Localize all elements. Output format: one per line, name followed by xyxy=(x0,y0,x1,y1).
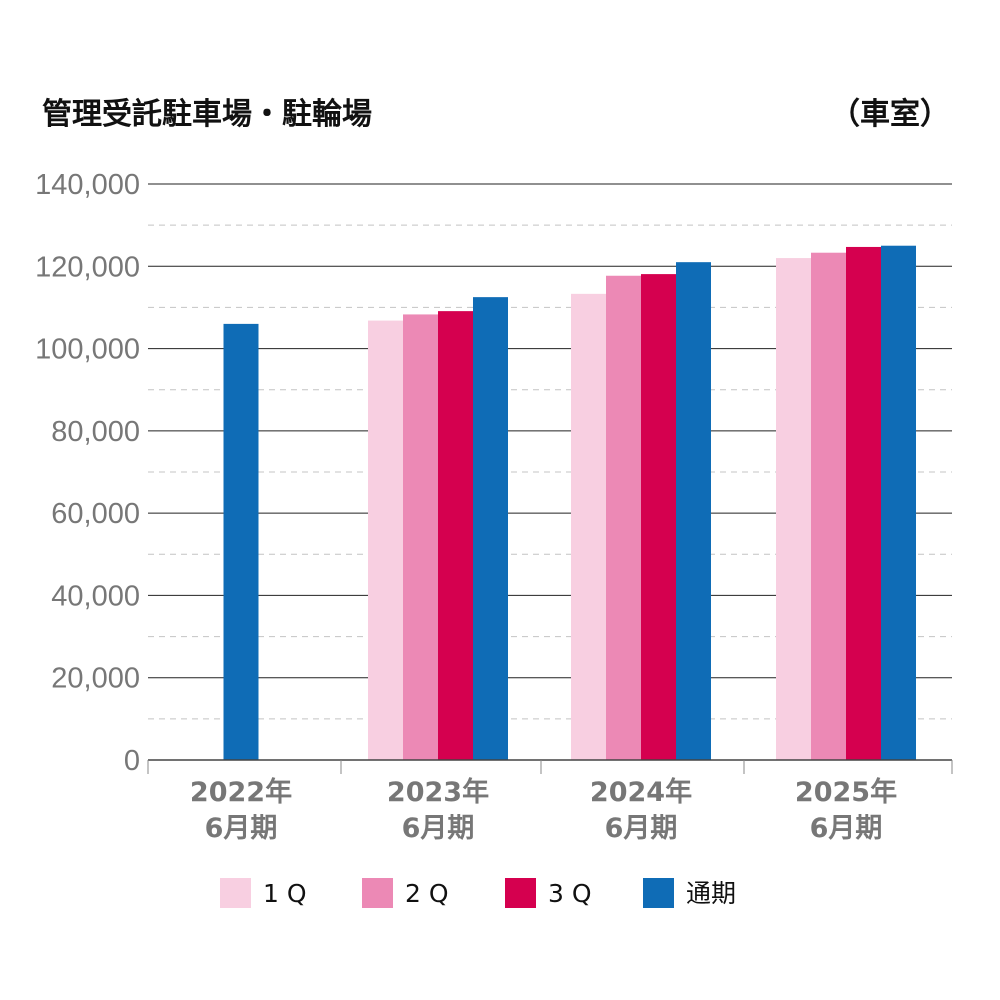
y-tick-label: 60,000 xyxy=(51,498,140,530)
legend: 1 Q 2 Q 3 Q 通期 xyxy=(220,878,736,908)
bar-3Q-1 xyxy=(438,311,473,760)
x-category-label: 6月期 xyxy=(810,813,883,844)
bar-2Q-2 xyxy=(606,275,641,760)
y-tick-label: 100,000 xyxy=(35,334,140,366)
y-tick-label: 120,000 xyxy=(35,251,140,283)
bar-1Q-1 xyxy=(368,320,403,760)
y-axis-ticks: 0 20,000 40,000 60,000 80,000 100,000 120,000 1… xyxy=(35,169,140,777)
y-tick-label: 40,000 xyxy=(51,580,140,612)
bar-1Q-2 xyxy=(571,293,606,760)
x-category-label: 2025年 xyxy=(795,776,897,808)
legend-swatch-3Q xyxy=(505,878,536,908)
x-category-label: 2023年 xyxy=(387,776,489,808)
x-category-label: 2024年 xyxy=(590,776,692,808)
unit-label: （車室） xyxy=(830,97,950,132)
x-category-label: 6月期 xyxy=(205,813,278,844)
legend-label-1Q: 1 Q xyxy=(263,879,307,908)
bar-2Q-3 xyxy=(811,252,846,761)
legend-swatch-2Q xyxy=(362,878,393,908)
bar-1Q-3 xyxy=(776,258,811,760)
legend-label-2Q: 2 Q xyxy=(405,879,449,908)
legend-label-3Q: 3 Q xyxy=(548,879,592,908)
x-category-label: 2022年 xyxy=(190,776,292,808)
legend-label-通期: 通期 xyxy=(686,879,736,908)
bar-通期-2 xyxy=(676,262,711,760)
legend-swatch-1Q xyxy=(220,878,251,908)
axes xyxy=(147,759,953,774)
legend-swatch-通期 xyxy=(643,878,674,908)
bar-通期-3 xyxy=(881,245,916,760)
x-category-label: 6月期 xyxy=(605,813,678,844)
bar-3Q-3 xyxy=(846,246,881,760)
bar-通期-0 xyxy=(223,323,259,760)
bar-2Q-1 xyxy=(403,314,438,760)
x-axis-categories: 2022年 6月期 2023年 6月期 2024年 6月期 2025年 6月期 xyxy=(190,776,897,844)
y-tick-label: 20,000 xyxy=(51,663,140,695)
y-tick-label: 140,000 xyxy=(35,169,140,201)
bar-通期-1 xyxy=(473,297,508,760)
x-category-label: 6月期 xyxy=(402,813,475,844)
bar-3Q-2 xyxy=(641,274,676,760)
bars xyxy=(223,245,916,761)
y-tick-label: 80,000 xyxy=(51,416,140,448)
y-tick-label: 0 xyxy=(124,745,140,777)
chart-title: 管理受託駐車場・駐輪場 xyxy=(42,97,372,132)
